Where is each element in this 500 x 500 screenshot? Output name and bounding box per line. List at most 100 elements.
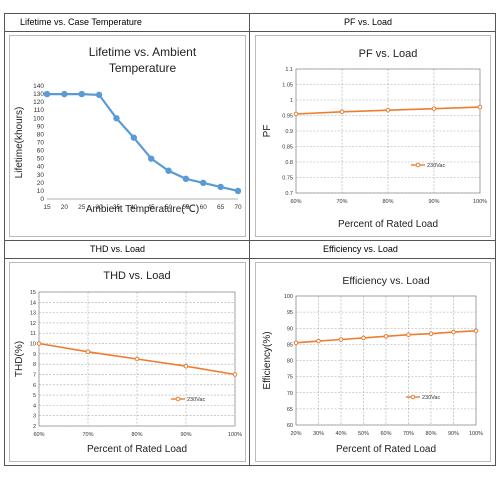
lifetime-y-tick-label: 110 — [34, 107, 45, 114]
lifetime-y-tick-label: 50 — [37, 156, 45, 163]
efficiency-plot-border — [295, 295, 477, 426]
lifetime-y-tick-label: 130 — [33, 91, 44, 98]
lifetime-x-tick-label: 30 — [95, 204, 103, 211]
pf-x-axis-label: Percent of Rated Load — [338, 219, 438, 230]
efficiency-data-point — [383, 334, 389, 339]
efficiency-x-tick-label: 30% — [313, 431, 324, 437]
lifetime-data-point — [200, 179, 207, 187]
lifetime-x-tick-label: 15 — [43, 204, 51, 211]
efficiency-x-tick-label: 40% — [335, 431, 346, 437]
lifetime-x-tick-label: 35 — [113, 204, 121, 211]
efficiency-legend-marker — [410, 394, 416, 400]
pf-y-axis-label: PF — [262, 125, 273, 138]
thd-legend-marker — [175, 396, 181, 402]
efficiency-data-point — [316, 338, 321, 344]
efficiency-data-point — [338, 337, 344, 342]
efficiency-y-tick-label: 65 — [287, 407, 293, 413]
lifetime-data-point — [43, 90, 51, 98]
efficiency-x-tick-label: 70% — [403, 431, 414, 437]
lifetime-data-point — [217, 183, 224, 191]
thd-data-point — [36, 341, 42, 346]
thd-y-tick-label: 5 — [33, 393, 36, 399]
lifetime-data-point — [95, 91, 103, 99]
lifetime-x-tick-label: 20 — [61, 204, 69, 211]
panel-header-thd: THD vs. Load — [90, 244, 146, 254]
lifetime-data-point — [113, 115, 120, 122]
pf-legend-label: 230Vac — [427, 163, 445, 169]
pf-legend-marker — [415, 162, 421, 168]
thd-x-tick-label: 60% — [33, 432, 44, 438]
thd-y-axis-label: THD(%) — [14, 341, 25, 377]
pf-data-point — [293, 111, 299, 117]
lifetime-y-tick-label: 90 — [37, 123, 45, 130]
lifetime-x-tick-label: 60 — [200, 204, 208, 211]
lifetime-y-tick-label: 20 — [37, 180, 45, 187]
lifetime-y-tick-label: 0 — [40, 196, 44, 203]
thd-y-tick-label: 10 — [30, 342, 36, 348]
lifetime-x-tick-label: 65 — [217, 204, 225, 211]
thd-y-tick-label: 6 — [33, 383, 36, 389]
chart-box-pf — [255, 35, 491, 237]
lifetime-y-tick-label: 100 — [33, 115, 44, 122]
thd-y-tick-label: 12 — [30, 321, 36, 327]
efficiency-data-point — [473, 328, 479, 334]
lifetime-y-tick-label: 70 — [37, 140, 45, 147]
efficiency-legend-label: 230Vac — [422, 395, 440, 401]
lifetime-data-point — [78, 90, 85, 98]
pf-x-tick-label: 90% — [428, 199, 439, 205]
pf-x-tick-label: 80% — [382, 199, 393, 205]
efficiency-y-tick-label: 60 — [287, 423, 293, 429]
thd-legend-label: 230Vac — [187, 397, 205, 403]
pf-data-point — [477, 104, 483, 110]
thd-x-tick-label: 70% — [82, 432, 93, 438]
lifetime-y-tick-label: 60 — [37, 148, 45, 155]
pf-chart-title: PF vs. Load — [359, 48, 418, 60]
pf-plot-border — [295, 68, 481, 194]
efficiency-data-point — [293, 340, 299, 346]
pf-x-tick-label: 60% — [290, 199, 301, 205]
thd-y-tick-label: 13 — [30, 311, 36, 317]
thd-y-tick-label: 4 — [33, 403, 36, 409]
lifetime-x-tick-label: 55 — [182, 204, 190, 211]
pf-y-tick-label: 1.05 — [282, 83, 293, 89]
lifetime-x-tick-label: 50 — [165, 204, 173, 211]
lifetime-y-axis-label: Lifetime(khours) — [14, 107, 25, 179]
thd-x-tick-label: 100% — [228, 432, 242, 438]
thd-y-tick-label: 11 — [30, 331, 36, 337]
pf-data-point — [339, 109, 345, 115]
thd-data-point — [85, 349, 91, 355]
thd-data-point — [183, 363, 189, 369]
chart-box-lifetime — [9, 35, 246, 237]
pf-y-tick-label: 0.85 — [282, 145, 293, 151]
lifetime-data-point — [165, 167, 172, 174]
thd-plot-border — [38, 291, 236, 427]
efficiency-chart-title: Efficiency vs. Load — [342, 275, 430, 287]
lifetime-data-point — [61, 90, 68, 98]
lifetime-y-tick-label: 80 — [37, 131, 45, 138]
efficiency-data-point — [428, 331, 434, 337]
efficiency-y-tick-label: 80 — [287, 359, 293, 365]
efficiency-data-point — [361, 335, 366, 341]
efficiency-data-point — [451, 329, 456, 335]
thd-y-tick-label: 9 — [33, 352, 36, 358]
efficiency-y-tick-label: 75 — [287, 375, 293, 381]
chart-box-thd — [9, 262, 246, 462]
panel-header-efficiency: Efficiency vs. Load — [323, 244, 398, 254]
pf-y-tick-label: 0.75 — [282, 176, 293, 182]
efficiency-y-axis-label: Efficiency(%) — [262, 331, 273, 389]
lifetime-x-tick-label: 40 — [130, 204, 138, 211]
lifetime-y-tick-label: 120 — [33, 99, 44, 106]
efficiency-x-axis-label: Percent of Rated Load — [336, 444, 436, 455]
thd-chart-title: THD vs. Load — [103, 270, 170, 282]
efficiency-x-tick-label: 20% — [290, 431, 301, 437]
lifetime-x-tick-label: 45 — [148, 204, 156, 211]
thd-y-tick-label: 7 — [33, 372, 36, 378]
lifetime-x-tick-label: 70 — [234, 204, 242, 211]
thd-y-tick-label: 15 — [30, 290, 36, 296]
efficiency-x-tick-label: 50% — [358, 431, 369, 437]
pf-y-tick-label: 1.1 — [285, 67, 293, 73]
pf-x-tick-label: 70% — [336, 199, 347, 205]
lifetime-y-tick-label: 40 — [37, 164, 45, 171]
